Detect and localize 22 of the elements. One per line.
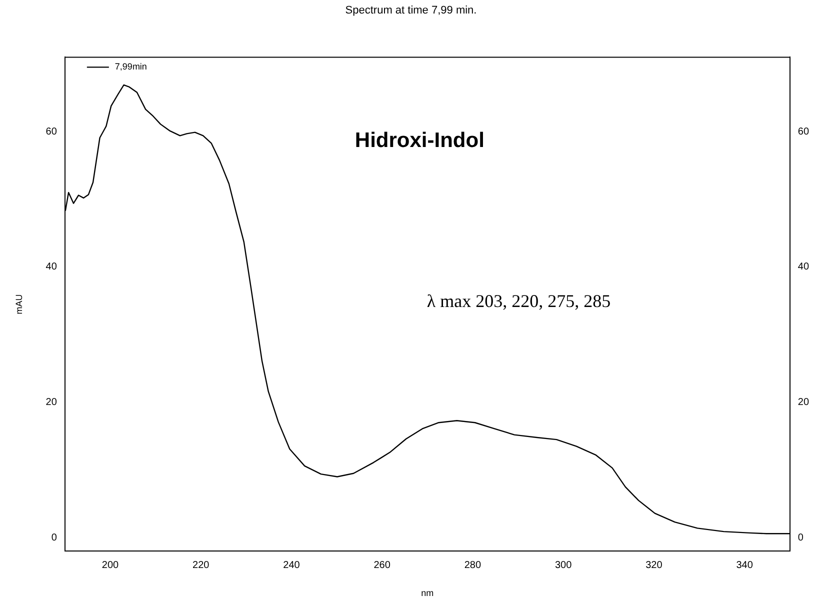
- y-axis-title: mAU: [14, 294, 24, 314]
- x-axis-title: nm: [421, 588, 434, 598]
- x-tick-label: 300: [554, 560, 572, 571]
- y2-tick-label: 60: [798, 126, 810, 138]
- annotation: Hidroxi-Indol: [354, 129, 484, 152]
- y2-tick-label: 0: [798, 532, 804, 544]
- x-tick-label: 220: [192, 560, 210, 571]
- y-tick-label: 20: [46, 397, 58, 408]
- x-tick-label: 320: [646, 560, 663, 571]
- x-tick-label: 200: [102, 560, 120, 571]
- x-tick-label: 260: [374, 560, 391, 571]
- x-tick-label: 340: [736, 560, 754, 571]
- x-tick-label: 240: [283, 560, 300, 571]
- legend-label: 7,99min: [114, 62, 147, 72]
- y-tick-label: 40: [46, 262, 58, 273]
- chart-title: Spectrum at time 7,99 min.: [345, 4, 477, 17]
- y2-tick-label: 20: [798, 397, 810, 408]
- y-tick-label: 60: [46, 126, 58, 138]
- annotation: λ max 203, 220, 275, 285: [426, 291, 611, 312]
- y2-tick-label: 40: [798, 262, 810, 273]
- y-tick-label: 0: [51, 532, 58, 544]
- x-tick-label: 280: [464, 560, 482, 571]
